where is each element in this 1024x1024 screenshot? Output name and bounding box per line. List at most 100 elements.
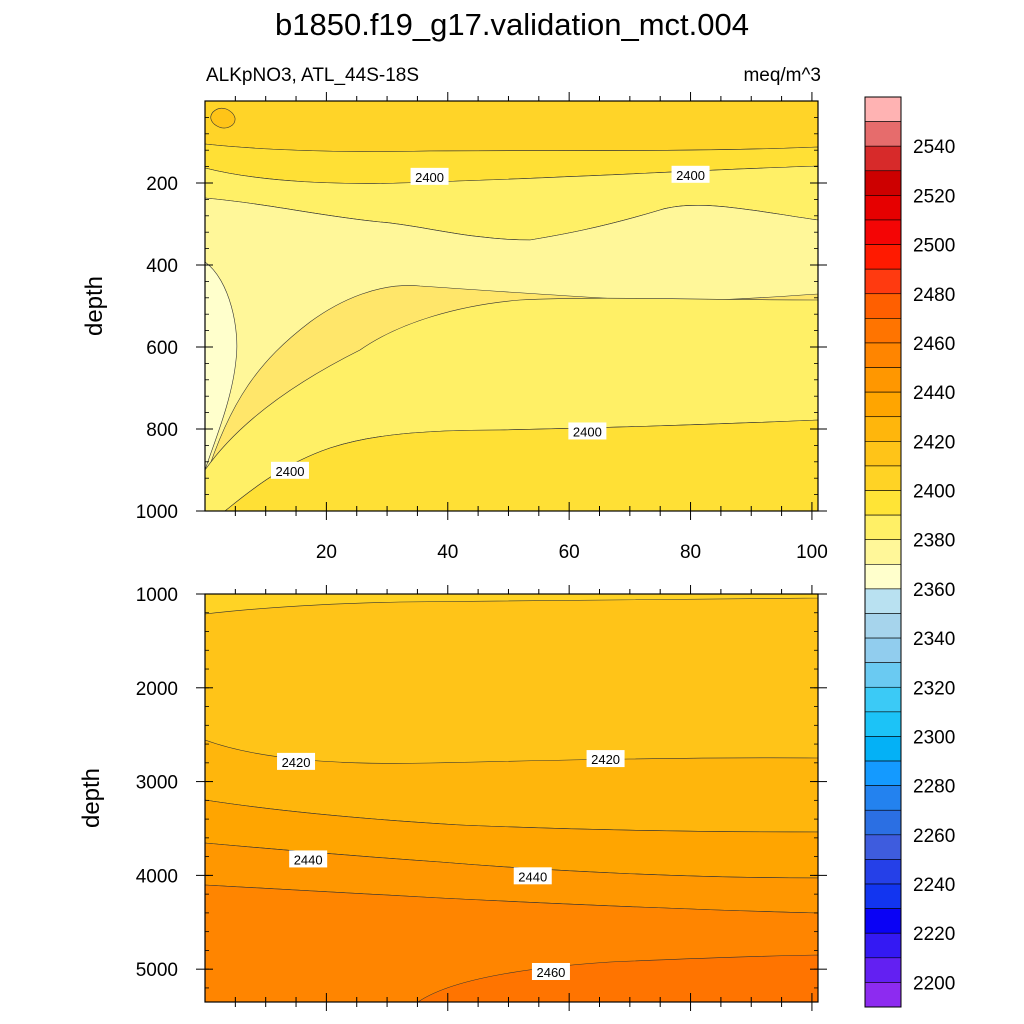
contour-label: 2460 xyxy=(531,962,570,980)
contour-label: 2420 xyxy=(586,750,625,768)
y-tick-label: 600 xyxy=(146,338,178,359)
colorbar-swatch xyxy=(864,563,902,590)
colorbar-frame xyxy=(864,96,902,1008)
colorbar-label: 2300 xyxy=(913,727,955,748)
y-tick-label: 5000 xyxy=(136,960,178,981)
colorbar-swatch xyxy=(864,145,902,172)
y-tick-label: 400 xyxy=(146,256,178,277)
colorbar-swatch xyxy=(864,293,902,319)
contour-label: 2400 xyxy=(568,422,607,440)
lower-frame xyxy=(204,593,819,1003)
colorbar-swatch xyxy=(864,785,902,811)
contour-label-box xyxy=(410,167,449,185)
colorbar-swatch xyxy=(864,391,902,418)
colorbar-swatch xyxy=(864,588,902,614)
colorbar-swatch xyxy=(864,268,902,295)
colorbar-label: 2440 xyxy=(913,383,955,404)
x-tick-label: 20 xyxy=(316,542,337,563)
contour-label-text: 2420 xyxy=(282,755,311,770)
colorbar-swatch xyxy=(864,490,902,516)
x-tick-label: 40 xyxy=(437,542,458,563)
colorbar-swatch xyxy=(864,342,902,368)
upper-2380-pocket xyxy=(204,261,238,471)
colorbar-swatch xyxy=(864,637,902,663)
colorbar-swatch xyxy=(864,736,902,762)
colorbar-label: 2540 xyxy=(913,137,955,158)
colorbar-label: 2500 xyxy=(913,236,955,257)
contour-label-text: 2400 xyxy=(573,424,602,439)
colorbar-label: 2380 xyxy=(913,531,955,552)
contour-label-text: 2400 xyxy=(676,168,705,183)
contour-label-text: 2420 xyxy=(591,752,620,767)
colorbar-label: 2360 xyxy=(913,580,955,601)
colorbar-swatch xyxy=(864,539,902,565)
contour-label-box xyxy=(277,752,316,770)
lower-y-axis-label: depth xyxy=(78,768,105,828)
y-tick-label: 3000 xyxy=(136,773,178,794)
upper-x-ticks: 20 40 60 80 100 xyxy=(234,92,828,563)
colorbar-swatch xyxy=(864,318,902,344)
colorbar-label: 2260 xyxy=(913,826,955,847)
y-tick-label: 1000 xyxy=(136,502,178,523)
contour-label: 2400 xyxy=(270,461,309,479)
colorbar-swatch xyxy=(864,883,902,909)
colorbar-label: 2520 xyxy=(913,186,955,207)
contour-label-box xyxy=(586,750,625,768)
colorbar-swatch xyxy=(864,465,902,491)
colorbar-label: 2480 xyxy=(913,285,955,306)
contour-label-box xyxy=(289,850,328,868)
colorbar-label: 2200 xyxy=(913,973,955,994)
contour-label-text: 2440 xyxy=(294,852,323,867)
contour-label: 2400 xyxy=(410,167,449,185)
colorbar-swatch xyxy=(864,96,902,122)
colorbar-swatch xyxy=(864,244,902,270)
upper-top-contour-band xyxy=(204,100,819,152)
contour-label-box xyxy=(531,962,570,980)
contour-label: 2420 xyxy=(277,752,316,770)
y-tick-label: 1000 xyxy=(136,585,178,606)
colorbar-swatch xyxy=(864,170,902,196)
y-tick-label: 200 xyxy=(146,174,178,195)
colorbar-label: 2340 xyxy=(913,629,955,650)
contour-label-box xyxy=(270,461,309,479)
figure-title: b1850.f19_g17.validation_mct.004 xyxy=(275,7,749,42)
colorbar-swatch xyxy=(864,834,902,860)
colorbar-swatch xyxy=(864,711,902,737)
lower-contour-labels: 2420 2420 2440 2440 2460 xyxy=(277,750,625,980)
upper-y-axis-label: depth xyxy=(81,276,108,336)
colorbar-label: 2320 xyxy=(913,678,955,699)
colorbar-label: 2400 xyxy=(913,482,955,503)
colorbar-swatch xyxy=(864,760,902,786)
colorbar-swatch xyxy=(864,195,902,221)
colorbar-label: 2280 xyxy=(913,777,955,798)
lower-y-ticks: 1000 2000 3000 4000 5000 xyxy=(136,585,827,989)
colorbar-swatch xyxy=(864,982,902,1008)
contour-label-text: 2400 xyxy=(276,464,305,479)
contour-label-text: 2460 xyxy=(536,965,565,980)
colorbar-label: 2240 xyxy=(913,875,955,896)
contour-label: 2400 xyxy=(671,165,710,183)
contour-label-box xyxy=(671,165,710,183)
colorbar-swatch xyxy=(864,514,902,541)
contour-label: 2440 xyxy=(513,867,552,885)
y-tick-label: 4000 xyxy=(136,866,178,887)
contour-label: 2440 xyxy=(289,850,328,868)
colorbar-swatch xyxy=(864,932,902,959)
colorbar-label: 2220 xyxy=(913,924,955,945)
upper-frame xyxy=(204,100,819,512)
contour-label-text: 2440 xyxy=(518,869,547,884)
upper-2385-band xyxy=(204,197,819,481)
variable-label: ALKpNO3, ATL_44S-18S xyxy=(206,65,419,86)
y-tick-label: 800 xyxy=(146,420,178,441)
colorbar-swatch xyxy=(864,809,902,836)
colorbar-swatch xyxy=(864,686,902,713)
lower-x-ticks xyxy=(234,585,813,1011)
upper-contour-labels: 2400 2400 2400 2400 xyxy=(270,165,710,479)
contour-label-text: 2400 xyxy=(415,170,444,185)
colorbar-swatch xyxy=(864,957,902,983)
colorbar-swatch xyxy=(864,441,902,467)
colorbar-swatch xyxy=(864,121,902,147)
x-tick-label: 100 xyxy=(796,542,828,563)
